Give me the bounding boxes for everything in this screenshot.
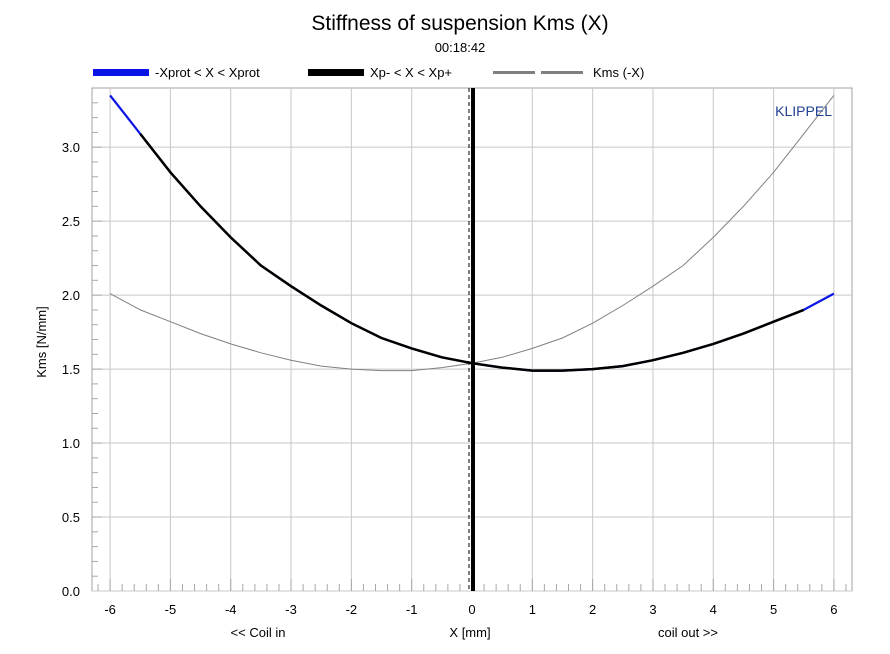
klippel-brand: KLIPPEL (775, 103, 832, 119)
chart-subtitle: 00:18:42 (435, 40, 486, 55)
x-tick-label: 5 (770, 602, 777, 617)
y-tick-label: 2.0 (62, 288, 80, 303)
minor-ticks (92, 102, 847, 591)
legend-item-xprot: -Xprot < X < Xprot (93, 65, 260, 80)
x-axis-label-left: << Coil in (231, 625, 286, 640)
legend-swatch-xp (308, 69, 364, 76)
y-tick-label: 3.0 (62, 140, 80, 155)
y-tick-label: 2.5 (62, 214, 80, 229)
x-tick-label: 2 (589, 602, 596, 617)
legend-swatch-mirror-b (541, 71, 583, 74)
y-tick-label: 0.0 (62, 584, 80, 599)
legend-item-xp: Xp- < X < Xp+ (308, 65, 452, 80)
chart-title: Stiffness of suspension Kms (X) (311, 12, 608, 35)
y-tick-label: 1.5 (62, 362, 80, 377)
y-axis-label: Kms [N/mm] (34, 306, 49, 378)
legend-label-xprot: -Xprot < X < Xprot (155, 65, 260, 80)
legend-label-mirror: Kms (-X) (593, 65, 644, 80)
x-tick-label: 6 (830, 602, 837, 617)
legend-label-xp: Xp- < X < Xp+ (370, 65, 452, 80)
y-tick-label: 1.0 (62, 436, 80, 451)
plot-area (91, 87, 853, 592)
legend: -Xprot < X < Xprot Xp- < X < Xp+ Kms (-X… (93, 65, 644, 80)
x-tick-label: -6 (104, 602, 116, 617)
x-tick-label: 1 (529, 602, 536, 617)
legend-swatch-xprot (93, 69, 149, 76)
x-tick-label: -1 (406, 602, 418, 617)
x-tick-label: 4 (710, 602, 717, 617)
legend-swatch-mirror-a (493, 71, 535, 74)
x-tick-label: -2 (346, 602, 358, 617)
x-axis-label-right: coil out >> (658, 625, 718, 640)
x-tick-label: -5 (165, 602, 177, 617)
y-tick-label: 0.5 (62, 510, 80, 525)
y-tick-labels: 0.0 0.5 1.0 1.5 2.0 2.5 3.0 (62, 140, 80, 599)
x-tick-labels: -6 -5 -4 -3 -2 -1 0 1 2 3 4 5 6 (104, 602, 837, 617)
zero-marker (468, 88, 475, 591)
x-tick-label: -4 (225, 602, 237, 617)
x-tick-label: -3 (285, 602, 297, 617)
legend-item-mirror: Kms (-X) (493, 65, 644, 80)
x-tick-label: 3 (649, 602, 656, 617)
x-axis-label: X [mm] (449, 625, 490, 640)
x-tick-label: 0 (468, 602, 475, 617)
